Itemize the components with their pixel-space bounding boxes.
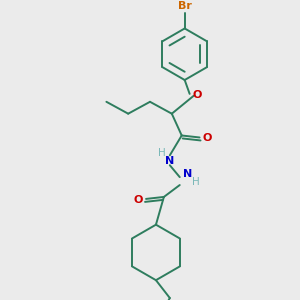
Text: N: N xyxy=(183,169,192,179)
Text: H: H xyxy=(158,148,166,158)
Text: Br: Br xyxy=(178,1,192,11)
Text: O: O xyxy=(134,195,143,205)
Text: H: H xyxy=(192,177,200,187)
Text: O: O xyxy=(203,134,212,143)
Text: N: N xyxy=(165,156,174,166)
Text: O: O xyxy=(193,90,202,100)
